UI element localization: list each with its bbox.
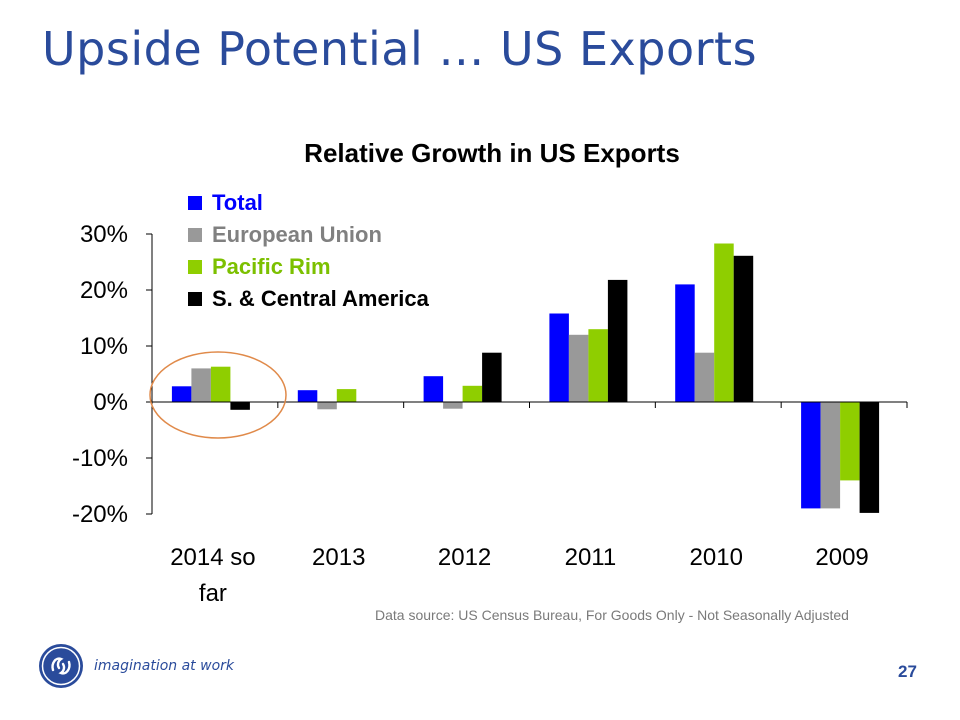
bar-pacific-rim-5 bbox=[840, 402, 860, 481]
x-category-label: 2009 bbox=[815, 544, 868, 571]
y-tick-label: -20% bbox=[72, 501, 128, 528]
bar-total-2 bbox=[423, 376, 444, 402]
highlight-circle bbox=[149, 351, 287, 439]
source-note: Data source: US Census Bureau, For Goods… bbox=[375, 607, 849, 623]
bar-pacific-rim-1 bbox=[336, 389, 357, 402]
legend-swatch bbox=[188, 292, 202, 306]
y-tick-label: 30% bbox=[80, 221, 128, 248]
bar-total-3 bbox=[549, 313, 569, 402]
bar-total-4 bbox=[675, 284, 695, 402]
bar-total-5 bbox=[801, 402, 821, 509]
chart-title: Relative Growth in US Exports bbox=[304, 138, 680, 168]
bar-pacific-rim-0 bbox=[210, 366, 231, 402]
bar-european-union-0 bbox=[191, 368, 211, 402]
chart-legend: Total European Union Pacific Rim S. & Centr… bbox=[188, 190, 430, 311]
legend-label: S. & Central America bbox=[212, 286, 430, 311]
bar-european-union-4 bbox=[694, 352, 715, 402]
y-tick-label: -10% bbox=[72, 445, 128, 472]
x-category-label: 2014 so bbox=[170, 544, 255, 571]
x-category-label: 2013 bbox=[312, 544, 365, 571]
bar-s-central-america-4 bbox=[733, 255, 754, 402]
x-category-label: far bbox=[199, 580, 227, 607]
bar-s-central-america-2 bbox=[482, 352, 502, 402]
plot-area: 30% 20% 10% 0% -10% -20% 2014 so far 2013 2012 201… bbox=[72, 221, 908, 607]
bar-european-union-1 bbox=[317, 402, 337, 410]
bar-european-union-2 bbox=[443, 402, 463, 409]
slide-title: Upside Potential … US Exports bbox=[42, 22, 758, 76]
logo-area: imagination at work bbox=[38, 641, 234, 691]
bar-pacific-rim-2 bbox=[462, 385, 483, 402]
bar-pacific-rim-3 bbox=[588, 329, 608, 402]
bar-s-central-america-0 bbox=[230, 402, 250, 410]
legend-swatch bbox=[188, 196, 202, 210]
y-tick-label: 20% bbox=[80, 277, 128, 304]
x-category-label: 2011 bbox=[565, 544, 617, 571]
bar-total-0 bbox=[171, 386, 192, 402]
y-tick-label: 10% bbox=[80, 333, 128, 360]
bar-s-central-america-5 bbox=[859, 402, 880, 513]
y-tick-label: 0% bbox=[93, 389, 128, 416]
legend-swatch bbox=[188, 228, 202, 242]
bar-european-union-5 bbox=[820, 402, 841, 509]
ge-monogram-logo-icon bbox=[39, 644, 83, 688]
bar-total-1 bbox=[297, 390, 318, 402]
legend-label: Total bbox=[212, 190, 263, 215]
logo-tagline: imagination at work bbox=[94, 658, 234, 674]
bar-s-central-america-3 bbox=[607, 279, 628, 402]
bar-pacific-rim-4 bbox=[714, 243, 734, 402]
x-category-label: 2010 bbox=[690, 544, 743, 571]
legend-label: Pacific Rim bbox=[212, 254, 331, 279]
legend-swatch bbox=[188, 260, 202, 274]
x-category-label: 2012 bbox=[438, 544, 491, 571]
page-number: 27 bbox=[898, 662, 917, 681]
legend-label: European Union bbox=[212, 222, 382, 247]
bar-european-union-3 bbox=[568, 334, 589, 402]
